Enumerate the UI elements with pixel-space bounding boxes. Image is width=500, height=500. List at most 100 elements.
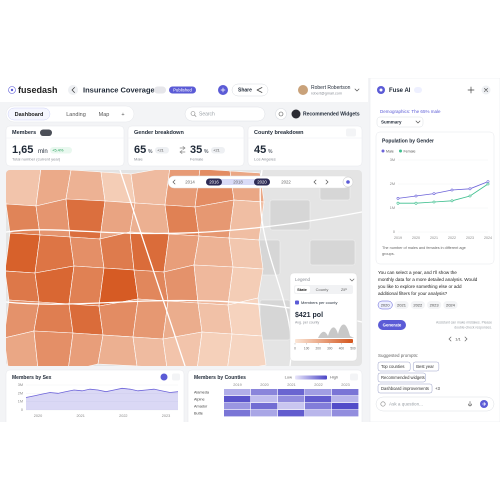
tab[interactable]: Landing <box>66 112 86 118</box>
kpi-caption: Female <box>190 157 204 162</box>
x-tick-label: 2020 <box>412 236 420 240</box>
legend-tab-active <box>295 286 310 293</box>
change-chip <box>50 147 72 154</box>
new-chat-button <box>467 86 475 94</box>
send-icon <box>482 402 486 406</box>
map-region <box>68 265 105 307</box>
legend-tab[interactable]: County <box>316 287 329 292</box>
row-label: Alameda <box>194 391 210 395</box>
prompt-chip[interactable]: Recommended widgets <box>377 372 426 383</box>
map-region <box>163 264 199 304</box>
message-line: You can select a year, and I'll show the <box>378 270 457 275</box>
legend-tab[interactable]: ZIP <box>341 287 348 292</box>
year-chip[interactable]: 2021 <box>394 301 409 309</box>
y-tick-label: 0 <box>21 408 23 412</box>
timeline-arrows <box>313 179 329 185</box>
year-chip[interactable]: 2022 <box>410 301 425 309</box>
heat-cell <box>251 403 278 410</box>
question-input[interactable]: Ask a question... <box>375 396 495 412</box>
assistant-badge <box>414 87 422 93</box>
map-region <box>33 301 74 334</box>
prompt-chip[interactable]: Top counties <box>377 361 411 372</box>
settings-button[interactable] <box>275 108 287 120</box>
year-chip[interactable]: 2023 <box>426 301 442 309</box>
heat-cell <box>224 389 251 396</box>
legend-low: Low <box>285 375 292 380</box>
back-button[interactable] <box>68 85 78 95</box>
year-chip[interactable]: 2024 <box>443 301 458 309</box>
map-region <box>6 270 40 303</box>
area <box>26 388 178 410</box>
map-region <box>34 265 75 305</box>
kpi-change: +21 <box>213 147 221 152</box>
y-tick-label: 2M <box>390 182 395 186</box>
map-region <box>226 333 267 366</box>
timeline-year[interactable]: 2018 <box>233 179 243 184</box>
prompt-chip[interactable]: Dashboard improvements <box>377 383 433 394</box>
year-chip[interactable]: 2020 <box>377 300 393 310</box>
dashboard-title: Insurance Coverage <box>83 85 155 94</box>
tab[interactable]: Dashboard <box>7 107 51 121</box>
point <box>414 194 418 198</box>
x-tick-label: 2020 <box>34 414 42 418</box>
map-region <box>228 237 264 270</box>
prompt-chip-bg <box>377 383 433 394</box>
map-legend: Legend State County ZIP Members per county $4… <box>289 272 358 362</box>
back-arrow <box>71 87 75 93</box>
pager-next <box>464 336 468 342</box>
map-region <box>99 231 135 271</box>
kpi-value: 45 <box>254 144 266 156</box>
timeline-year[interactable]: 2014 <box>185 179 195 184</box>
legend-scale-label: 400 <box>339 346 345 350</box>
column-label: 2019 <box>233 383 241 387</box>
timeline-label: 2022 <box>281 179 291 184</box>
mode-dropdown[interactable]: Summary <box>376 116 424 128</box>
road <box>119 170 186 366</box>
swap-icon <box>179 146 186 154</box>
assistant-title: Fuse AI <box>389 88 411 94</box>
settings-icon <box>278 111 284 117</box>
back-button-bg <box>68 85 78 95</box>
legend-marker <box>398 149 402 153</box>
kpi-change: +21 <box>157 147 165 152</box>
tab[interactable]: + <box>121 112 124 118</box>
line <box>398 183 489 204</box>
app: fusedash Insurance Coverage Published Share… <box>0 78 500 422</box>
timeline-label: 2016 <box>209 179 219 184</box>
tab[interactable]: Map <box>99 112 110 118</box>
x-tick-label: 2022 <box>119 414 127 418</box>
map-region <box>164 204 200 237</box>
kpi-card <box>127 125 245 167</box>
legend-scale-label: 200 <box>316 346 322 350</box>
map-region <box>65 170 106 202</box>
legend-marker <box>381 149 385 153</box>
search-box[interactable]: Search <box>184 106 266 122</box>
heat-cell <box>251 410 278 417</box>
legend-histogram <box>318 324 354 338</box>
prompt-chip[interactable]: +3 <box>435 386 440 391</box>
timeline-handle <box>206 178 222 186</box>
map-region <box>133 269 169 302</box>
y-tick-label: 3M <box>18 383 23 387</box>
year-chip-label: 2024 <box>446 302 456 307</box>
card-title: Members <box>12 130 36 136</box>
x-tick-label: 2021 <box>76 414 84 418</box>
timeline-prev <box>172 179 176 185</box>
map-region <box>197 302 233 335</box>
prompt-chip[interactable]: Best year <box>412 361 440 372</box>
timeline-year[interactable]: 2022 <box>281 179 291 184</box>
recommended-widgets-button[interactable]: Recommended Widgets <box>291 109 360 119</box>
heat-cell <box>305 396 332 403</box>
generate-button[interactable]: Generate <box>378 320 406 330</box>
column-label: 2020 <box>260 383 268 387</box>
column-label: 2021 <box>287 383 295 387</box>
timeline-year[interactable]: 2016 <box>206 178 222 186</box>
timeline-year[interactable]: 2020 <box>254 178 270 186</box>
share-button[interactable]: Share <box>231 83 269 97</box>
timeline-handle <box>254 178 270 186</box>
heat-cell <box>278 410 305 417</box>
chart-card <box>375 131 495 265</box>
kpi-change: +5.4% <box>52 147 64 152</box>
legend-tab[interactable]: State <box>295 286 310 293</box>
kpi-value: 1,65 <box>12 144 33 156</box>
